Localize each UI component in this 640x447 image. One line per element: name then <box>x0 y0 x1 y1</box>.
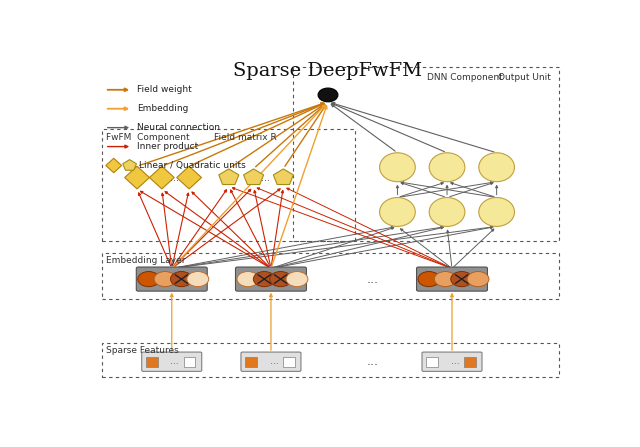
Circle shape <box>286 271 308 287</box>
Circle shape <box>467 271 489 287</box>
Text: Embedding Layer: Embedding Layer <box>106 256 186 265</box>
Bar <box>293 67 559 241</box>
FancyBboxPatch shape <box>241 352 301 371</box>
Circle shape <box>451 271 472 287</box>
Polygon shape <box>125 166 150 189</box>
FancyBboxPatch shape <box>136 267 207 291</box>
Circle shape <box>269 271 292 287</box>
Circle shape <box>138 271 159 287</box>
Text: DNN Component: DNN Component <box>428 72 503 81</box>
Polygon shape <box>150 166 174 189</box>
Bar <box>184 357 195 367</box>
FancyBboxPatch shape <box>236 267 307 291</box>
Bar <box>146 357 157 367</box>
Text: Field weight: Field weight <box>137 85 192 94</box>
Circle shape <box>237 271 259 287</box>
Ellipse shape <box>429 198 465 227</box>
Polygon shape <box>123 160 136 170</box>
Text: Sparse Features: Sparse Features <box>106 346 179 355</box>
Bar <box>102 253 559 299</box>
Ellipse shape <box>429 153 465 181</box>
Bar <box>102 343 559 377</box>
Ellipse shape <box>479 153 515 181</box>
Text: Inner product: Inner product <box>137 142 198 151</box>
FancyBboxPatch shape <box>417 267 488 291</box>
Circle shape <box>187 271 209 287</box>
Bar <box>283 357 294 367</box>
Ellipse shape <box>479 198 515 227</box>
Text: Field matrix R: Field matrix R <box>214 133 276 142</box>
Polygon shape <box>273 169 293 185</box>
Text: Linear / Quadratic units: Linear / Quadratic units <box>138 161 245 170</box>
Ellipse shape <box>380 198 415 227</box>
Circle shape <box>170 271 193 287</box>
Polygon shape <box>219 169 239 185</box>
Circle shape <box>418 271 440 287</box>
Polygon shape <box>244 169 264 185</box>
Bar <box>245 357 257 367</box>
Text: Sparse DeepFwFM: Sparse DeepFwFM <box>234 62 422 80</box>
Text: ...: ... <box>367 273 379 286</box>
Text: ...: ... <box>451 357 460 366</box>
Polygon shape <box>106 158 122 173</box>
Text: ...: ... <box>170 173 179 182</box>
Text: Neural connection: Neural connection <box>137 123 220 132</box>
Bar <box>102 129 355 241</box>
Text: ...: ... <box>262 173 271 182</box>
Ellipse shape <box>380 153 415 181</box>
Text: ...: ... <box>269 357 278 366</box>
Text: ...: ... <box>367 355 379 368</box>
Circle shape <box>253 271 275 287</box>
Bar <box>464 357 476 367</box>
Circle shape <box>318 88 338 102</box>
Text: FwFM  Component: FwFM Component <box>106 133 189 142</box>
Text: Output Unit: Output Unit <box>499 72 551 81</box>
Polygon shape <box>177 166 202 189</box>
FancyBboxPatch shape <box>141 352 202 371</box>
Text: ...: ... <box>170 357 179 366</box>
Bar <box>426 357 438 367</box>
Text: Embedding: Embedding <box>137 104 188 113</box>
FancyBboxPatch shape <box>422 352 482 371</box>
Circle shape <box>154 271 176 287</box>
Circle shape <box>435 271 456 287</box>
